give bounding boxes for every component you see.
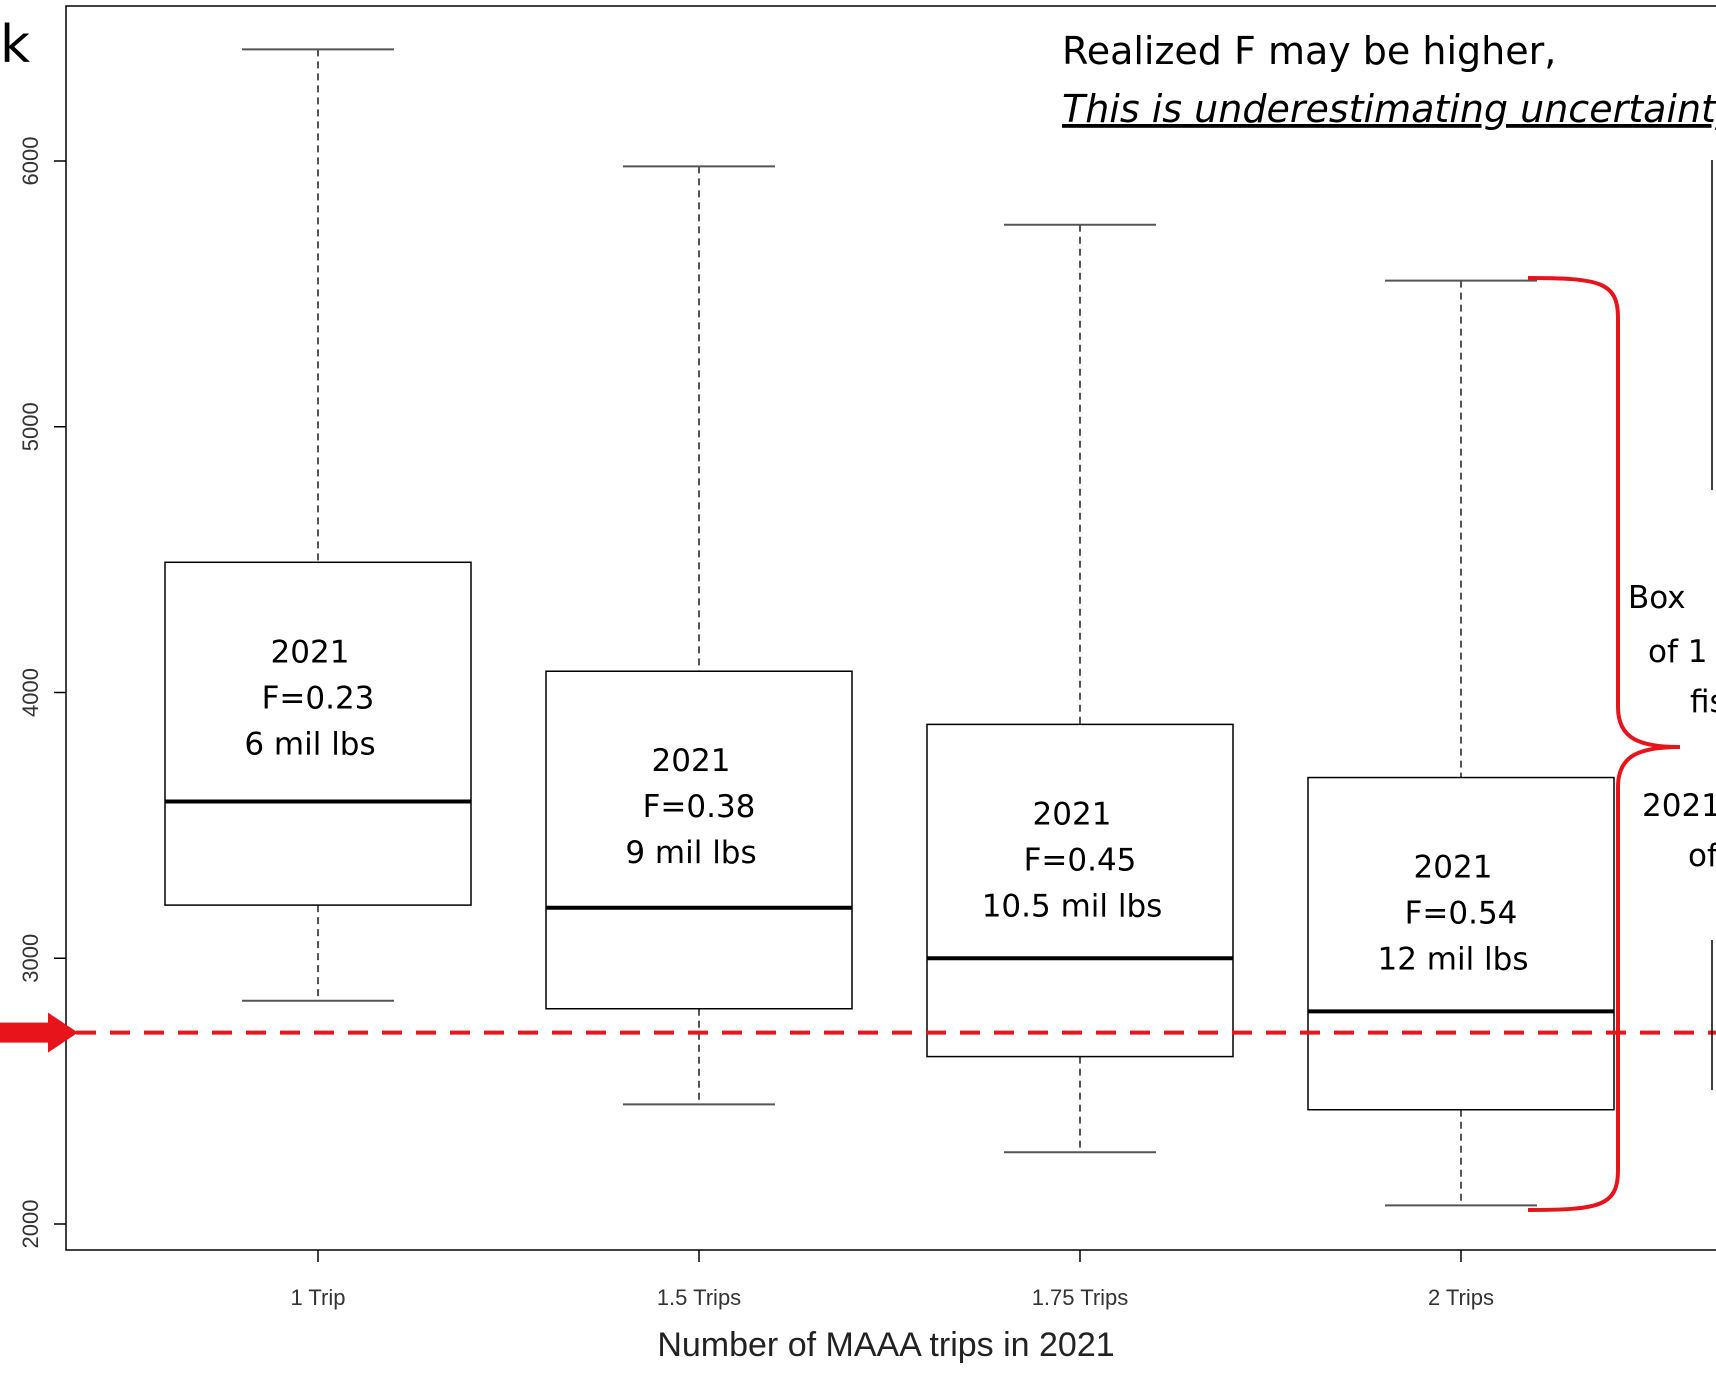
- iqr-box: [164, 561, 472, 906]
- box-label-line: 2021: [271, 634, 350, 670]
- box-label-line: 2021: [652, 743, 731, 779]
- box-4: 2021 F=0.54 12 mil lbs: [1307, 279, 1615, 1207]
- box-2: 2021 F=0.38 9 mil lbs: [545, 165, 853, 1106]
- note-line-2: This is underestimating uncertainty: [1062, 87, 1716, 131]
- y-tick-label: 5000: [18, 402, 43, 451]
- side-text-line: of: [1688, 838, 1716, 874]
- x-tick-label: 1.75 Trips: [1032, 1285, 1129, 1310]
- iqr-box: [1307, 776, 1615, 1111]
- y-tick-label: 2000: [18, 1200, 43, 1249]
- y-tick-label: 6000: [18, 137, 43, 186]
- side-text-line: 2021: [1642, 788, 1716, 824]
- box-label-line: 12 mil lbs: [1377, 942, 1528, 978]
- brace-path: [1527, 276, 1681, 1212]
- side-text-line: fis: [1690, 684, 1716, 720]
- iqr-box: [926, 723, 1234, 1058]
- box-label-line: 9 mil lbs: [625, 835, 756, 871]
- side-text-line: Box: [1628, 580, 1686, 616]
- x-tick-label: 1.5 Trips: [657, 1285, 741, 1310]
- box-label-line: F=0.38: [643, 789, 756, 825]
- box-label-line: F=0.54: [1405, 896, 1518, 932]
- box-label-line: 2021: [1414, 850, 1493, 886]
- box-1: 2021 F=0.23 6 mil lbs: [164, 48, 472, 1002]
- y-axis: 2000 3000 4000 5000 6000: [18, 137, 66, 1249]
- x-axis: 1 Trip 1.5 Trips 1.75 Trips 2 Trips: [290, 1250, 1494, 1310]
- reference-line-group: [0, 1012, 1716, 1053]
- box-label-line: 10.5 mil lbs: [982, 888, 1163, 924]
- box-label-line: F=0.23: [262, 680, 375, 716]
- reference-arrow: [0, 1012, 78, 1053]
- box-label-line: F=0.45: [1024, 842, 1137, 878]
- cropped-side-text: Box of 1 fis 2021 of: [1628, 160, 1716, 1090]
- iqr-box: [545, 670, 853, 1010]
- x-tick-label: 2 Trips: [1428, 1285, 1494, 1310]
- red-brace: [1527, 276, 1681, 1212]
- y-tick-label: 3000: [18, 934, 43, 983]
- slide-letter: k: [0, 15, 30, 75]
- box-label-line: 2021: [1033, 796, 1112, 832]
- side-text-line: of 1: [1648, 634, 1707, 670]
- x-tick-label: 1 Trip: [290, 1285, 345, 1310]
- note-line-1: Realized F may be higher,: [1062, 29, 1556, 73]
- y-tick-label: 4000: [18, 668, 43, 717]
- box-label-line: 6 mil lbs: [244, 726, 375, 762]
- x-axis-title: Number of MAAA trips in 2021: [657, 1326, 1114, 1364]
- box-3: 2021 F=0.45 10.5 mil lbs: [926, 223, 1234, 1154]
- plot-frame: [65, 5, 1716, 1251]
